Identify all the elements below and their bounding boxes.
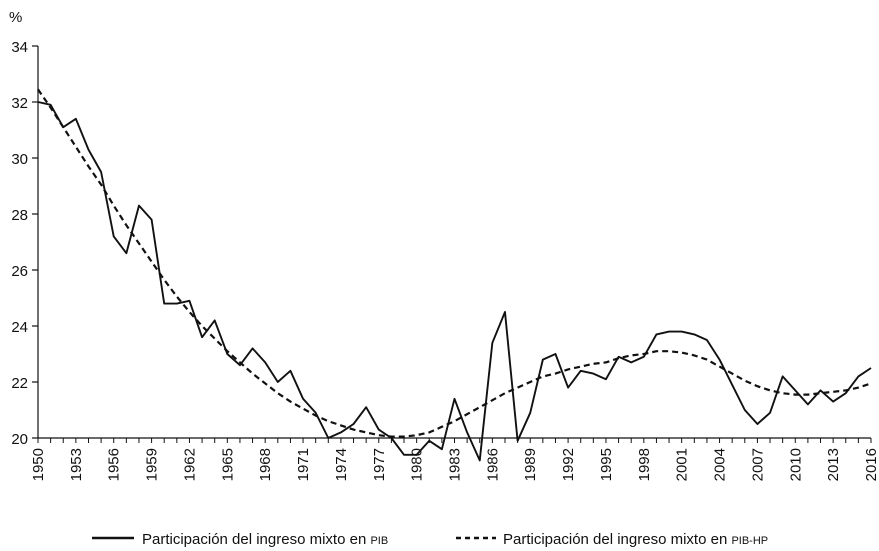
- x-tick-label: 1992: [560, 448, 577, 481]
- x-tick-label: 2004: [712, 448, 729, 481]
- series-line-pib: [37, 101, 872, 462]
- x-tick-label: 1995: [598, 448, 615, 481]
- x-tick-label: 2010: [787, 448, 804, 481]
- x-tick-label: 1962: [181, 448, 198, 481]
- x-tick-label: 1998: [636, 448, 653, 481]
- y-tick-label: 30: [11, 151, 28, 168]
- x-axis: 1950 1953 1956 1959 1962 1965 1968 1971 1974 1977…: [30, 437, 879, 481]
- y-axis: 20 22 24 26 28 30 32 34: [11, 39, 39, 448]
- x-tick-label: 2001: [674, 448, 691, 481]
- legend-label-dashed: Participación del ingreso mixto en PIB-H…: [503, 531, 768, 548]
- x-tick-label: 1956: [106, 448, 123, 481]
- y-tick-label: 26: [11, 263, 28, 280]
- x-tick-label: 1971: [295, 448, 312, 481]
- x-tick-label: 1983: [447, 448, 464, 481]
- x-tick-label: 1953: [68, 448, 85, 481]
- y-tick-label: 28: [11, 207, 28, 224]
- y-unit-label: %: [9, 9, 22, 26]
- x-tick-label: 1950: [30, 448, 47, 481]
- legend-label-solid: Participación del ingreso mixto en PIB: [142, 531, 388, 548]
- y-tick-label: 24: [11, 319, 28, 336]
- series-line-pib-hp: [37, 88, 872, 438]
- x-tick-label: 1980: [409, 448, 426, 481]
- x-tick-label: 1959: [144, 448, 161, 481]
- y-tick-label: 34: [11, 39, 28, 56]
- x-tick-label: 1986: [484, 448, 501, 481]
- x-tick-label: 1965: [219, 448, 236, 481]
- y-tick-label: 22: [11, 375, 28, 392]
- y-tick-label: 20: [11, 431, 28, 448]
- x-tick-label: 2016: [863, 448, 879, 481]
- x-tick-label: 1977: [371, 448, 388, 481]
- legend: Participación del ingreso mixto en PIB P…: [92, 531, 768, 548]
- y-tick-label: 32: [11, 95, 28, 112]
- x-tick-label: 2013: [825, 448, 842, 481]
- x-tick-label: 1989: [522, 448, 539, 481]
- series-layer: [37, 88, 872, 462]
- x-tick-label: 1968: [257, 448, 274, 481]
- x-tick-label: 1974: [333, 448, 350, 481]
- x-tick-label: 2007: [749, 448, 766, 481]
